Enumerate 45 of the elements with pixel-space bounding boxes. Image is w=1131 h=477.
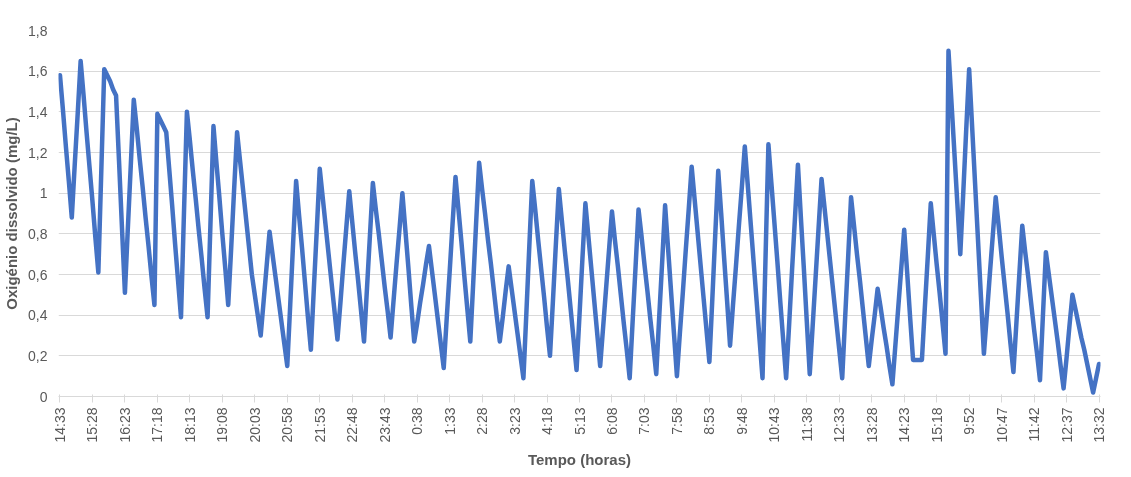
x-tick-label: 0:38 [409,407,426,435]
y-tick-label: 0,2 [28,347,48,364]
x-tick-label: 15:28 [84,407,101,443]
x-tick-label: 8:53 [701,407,718,435]
x-tick-label: 12:37 [1058,407,1075,443]
x-tick-label: 12:33 [831,407,848,443]
y-tick-label: 0,6 [28,266,48,283]
x-tick-label: 14:23 [896,407,913,443]
x-tick-label: 6:08 [603,407,620,435]
x-tick-label: 1:33 [441,407,458,435]
x-tick-label: 3:23 [506,407,523,435]
y-tick-label: 0 [39,388,48,405]
x-tick-label: 21:53 [311,407,328,443]
y-tick-label: 0,4 [28,307,48,324]
x-tick-label: 9:48 [733,407,750,435]
x-tick-label: 7:58 [668,407,685,435]
x-tick-label: 7:03 [636,407,653,435]
x-tick-label: 11:42 [1026,407,1043,442]
x-tick-label: 13:32 [1091,407,1108,443]
y-tick-label: 1 [39,185,48,202]
x-tick-label: 20:03 [246,407,263,443]
y-axis-title: Oxigénio dissolvido (mg/L) [3,117,21,310]
x-tick-label: 2:28 [474,407,491,435]
x-axis-title: Tempo (horas) [527,450,632,468]
x-tick-label: 23:43 [376,407,393,443]
x-tick-label: 15:18 [928,407,945,443]
x-tick-label: 10:47 [993,407,1010,443]
x-tick-label: 11:38 [798,407,815,442]
x-tick-label: 9:52 [961,407,978,435]
y-tick-label: 0,8 [28,225,48,242]
x-tick-label: 20:58 [279,407,296,443]
x-tick-label: 14:33 [51,407,68,443]
x-tick-label: 13:28 [863,407,880,443]
x-tick-label: 19:08 [214,407,231,443]
x-tick-label: 16:23 [116,407,133,443]
x-tick-label: 5:13 [571,407,588,435]
x-tick-label: 22:48 [344,407,361,443]
x-tick-label: 4:18 [539,407,556,435]
x-tick-label: 10:43 [766,407,783,443]
y-tick-label: 1,8 [28,22,48,39]
x-tick-label: 17:18 [149,407,166,443]
y-tick-label: 1,4 [28,103,48,120]
y-tick-label: 1,6 [28,63,48,80]
x-tick-label: 18:13 [181,407,198,443]
y-tick-label: 1,2 [28,144,48,161]
